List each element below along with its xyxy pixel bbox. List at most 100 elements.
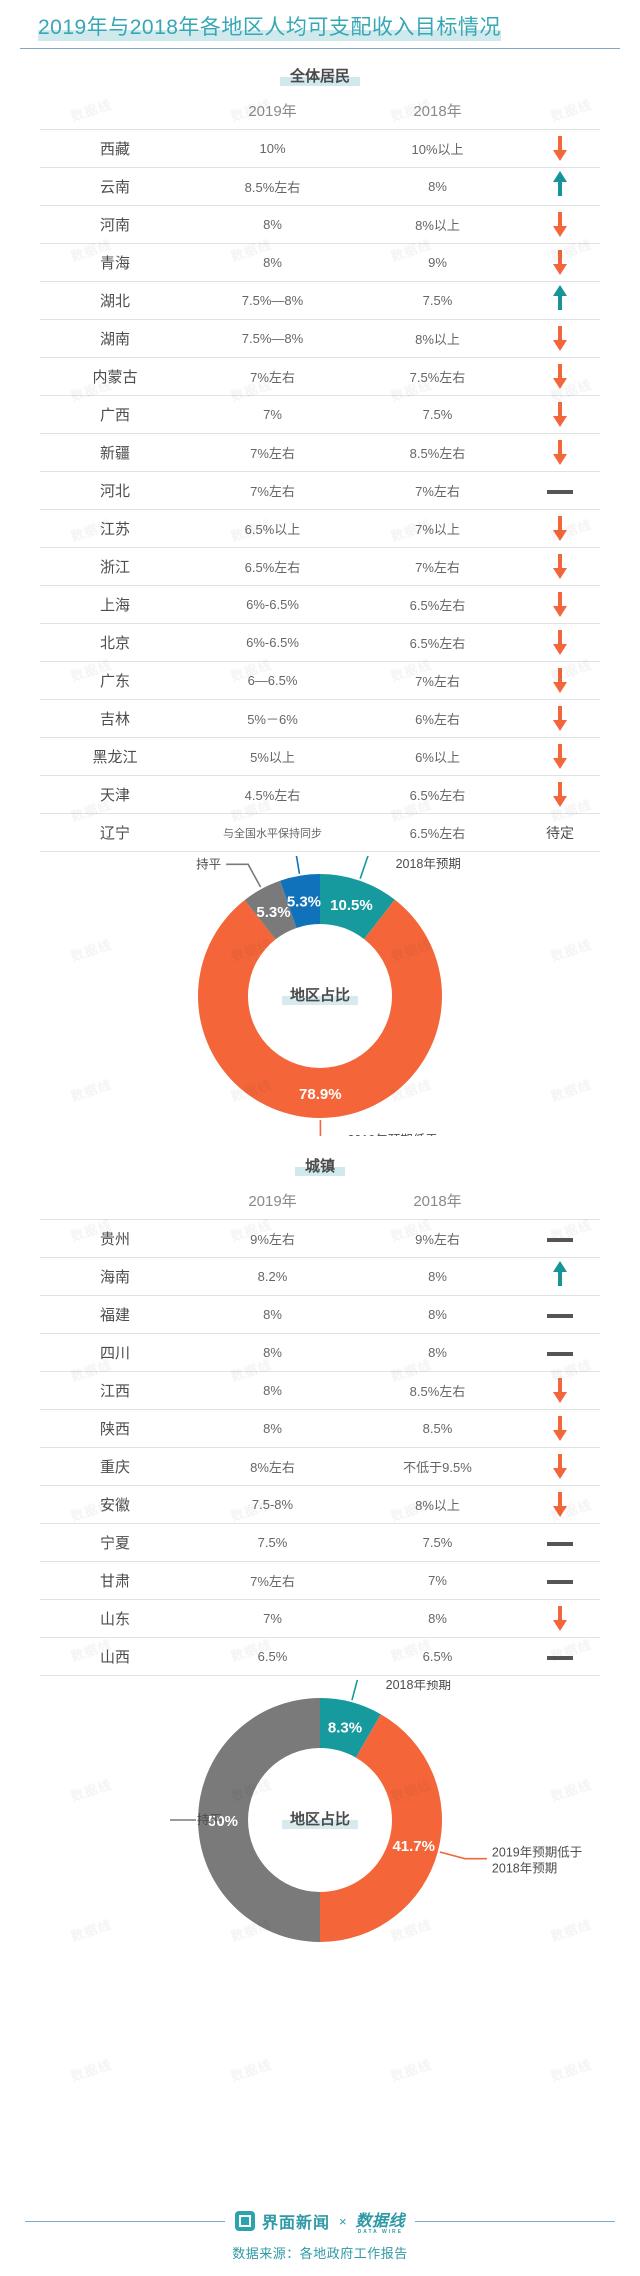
cell-2018-value: 6.5%左右	[355, 775, 520, 814]
arrow-down-icon	[551, 362, 569, 389]
trend-indicator-down	[520, 699, 600, 738]
cell-2018-value: 7%以上	[355, 509, 520, 548]
cell-2019-value: 8.2%	[190, 1257, 355, 1296]
table-row: 云南 8.5%左右 8%	[40, 167, 600, 206]
arrow-down-icon	[551, 514, 569, 541]
arrow-down-icon	[551, 1604, 569, 1631]
arrow-down-icon	[551, 742, 569, 769]
cell-2019-value: 8%	[190, 1371, 355, 1410]
slice-value-label: 8.3%	[328, 1719, 362, 1736]
cell-2019-value: 7%左右	[190, 357, 355, 396]
dash-flat-icon	[547, 1579, 573, 1584]
brand-name: 界面新闻	[261, 2215, 330, 2232]
trend-indicator-text: 待定	[520, 813, 600, 852]
table-row: 江苏 6.5%以上 7%以上	[40, 509, 600, 548]
cell-2019-value: 7.5%	[190, 1523, 355, 1562]
trend-indicator-down	[520, 205, 600, 244]
arrow-up-icon	[551, 1261, 569, 1288]
table-row: 山东 7% 8%	[40, 1599, 600, 1638]
cell-region: 吉林	[40, 699, 190, 738]
table-row: 北京 6%-6.5% 6.5%左右	[40, 623, 600, 662]
table-row: 海南 8.2% 8%	[40, 1257, 600, 1296]
cell-region: 天津	[40, 775, 190, 814]
donut-slice	[280, 874, 320, 928]
page-footer: 界面新闻 × 数据线 DATA WIRE 数据来源：各地政府工作报告	[0, 2207, 640, 2262]
cell-2018-value: 7.5%	[355, 281, 520, 320]
cell-region: 青海	[40, 243, 190, 282]
donut-chart-urban: 8.3%41.7%50%2019年预期高于2018年预期2019年预期低于201…	[0, 1680, 640, 1960]
callout-leader-line	[359, 856, 369, 879]
donut-slice	[198, 1698, 320, 1942]
arrow-down-icon	[551, 1414, 569, 1441]
trend-indicator-down	[520, 623, 600, 662]
cell-2019-value: 6%-6.5%	[190, 585, 355, 624]
cell-2018-value: 8%	[355, 1295, 520, 1334]
cell-region: 河北	[40, 471, 190, 510]
cell-2019-value: 7%	[190, 395, 355, 434]
trend-indicator-down	[520, 1447, 600, 1486]
table-row: 河南 8% 8%以上	[40, 205, 600, 244]
cell-2018-value: 6%以上	[355, 737, 520, 776]
dash-flat-icon	[547, 1655, 573, 1660]
datawire-logo: 数据线 DATA WIRE	[356, 2207, 406, 2235]
table-urban: 2019年 2018年 贵州 9%左右 9%左右 海南 8.2% 8% 福建 8% 8% 四川 8%…	[40, 1184, 600, 1676]
cell-region: 湖南	[40, 319, 190, 358]
trend-indicator-flat	[520, 1333, 600, 1372]
callout-label-line1: 2019年预期低于	[492, 1846, 582, 1860]
dash-flat-icon	[547, 1541, 573, 1546]
cell-2019-value: 与全国水平保持同步	[190, 813, 355, 852]
cell-2018-value: 6.5%	[355, 1637, 520, 1676]
callout-label-line1: 持平	[197, 1812, 222, 1827]
table-row: 安徽 7.5-8% 8%以上	[40, 1485, 600, 1524]
trend-indicator-down	[520, 1599, 600, 1638]
cell-region: 安徽	[40, 1485, 190, 1524]
col-header-trend	[520, 1184, 600, 1220]
footer-divider-right	[415, 2220, 616, 2222]
trend-indicator-down	[520, 661, 600, 700]
callout-leader-line	[319, 1119, 322, 1136]
cell-2018-value: 10%以上	[355, 129, 520, 168]
section-heading-text: 全体居民	[289, 68, 350, 85]
cell-2019-value: 6.5%	[190, 1637, 355, 1676]
title-divider	[20, 48, 620, 49]
cell-2018-value: 7%左右	[355, 661, 520, 700]
table-row: 福建 8% 8%	[40, 1295, 600, 1334]
table-all-residents: 2019年 2018年 西藏 10% 10%以上 云南 8.5%左右 8% 河南 8% 8%以上…	[40, 94, 600, 852]
arrow-down-icon	[551, 248, 569, 275]
table-header: 2019年 2018年	[40, 1184, 600, 1220]
table-header-row: 2019年 2018年	[40, 1184, 600, 1220]
arrow-down-icon	[551, 1376, 569, 1403]
center-label-text: 地区占比	[289, 987, 351, 1004]
cell-2019-value: 7%	[190, 1599, 355, 1638]
trend-indicator-down	[520, 509, 600, 548]
cell-2018-value: 8%以上	[355, 205, 520, 244]
cell-region: 浙江	[40, 547, 190, 586]
cell-2018-value: 8%	[355, 1599, 520, 1638]
cell-2019-value: 6.5%左右	[190, 547, 355, 586]
table-row: 天津 4.5%左右 6.5%左右	[40, 775, 600, 814]
cell-2019-value: 8%	[190, 243, 355, 282]
trend-indicator-down	[520, 357, 600, 396]
cell-2018-value: 8%以上	[355, 319, 520, 358]
cell-2018-value: 6.5%左右	[355, 585, 520, 624]
callout-label-line2: 2018年预期	[396, 857, 461, 871]
cell-2019-value: 7.5%—8%	[190, 319, 355, 358]
brand-separator: ×	[338, 2213, 347, 2229]
table-row: 山西 6.5% 6.5%	[40, 1637, 600, 1676]
slice-value-label: 41.7%	[392, 1838, 435, 1855]
cell-2018-value: 7.5%	[355, 395, 520, 434]
cell-2019-value: 6—6.5%	[190, 661, 355, 700]
arrow-down-icon	[551, 134, 569, 161]
arrow-up-icon	[551, 171, 569, 198]
arrow-down-icon	[551, 552, 569, 579]
arrow-down-icon	[551, 704, 569, 731]
cell-2019-value: 7.5-8%	[190, 1485, 355, 1524]
dash-flat-icon	[547, 1313, 573, 1318]
cell-region: 重庆	[40, 1447, 190, 1486]
cell-2018-value: 7%	[355, 1561, 520, 1600]
cell-2019-value: 7%左右	[190, 1561, 355, 1600]
page-title: 2019年与2018年各地区人均可支配收入目标情况	[38, 14, 501, 42]
table-row: 新疆 7%左右 8.5%左右	[40, 433, 600, 472]
table-row: 陕西 8% 8.5%	[40, 1409, 600, 1448]
trend-indicator-down	[520, 319, 600, 358]
